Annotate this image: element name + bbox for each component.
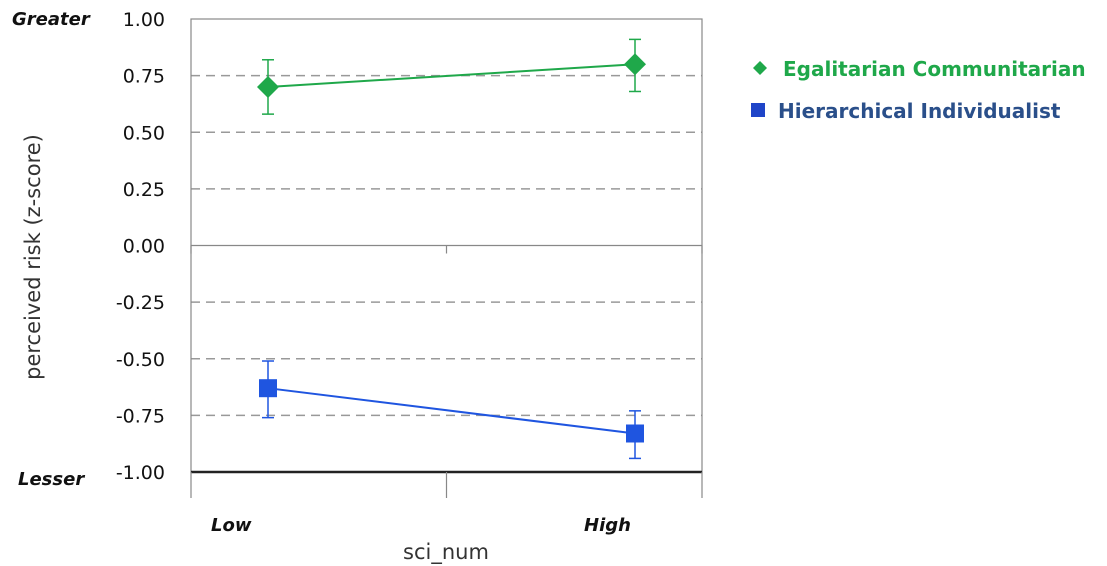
series-layer [257,38,646,460]
y-tick-label: 0.75 [123,66,165,88]
legend-label-egalitarian: Egalitarian Communitarian [783,57,1086,81]
legend-label-hierarchical: Hierarchical Individualist [778,99,1061,123]
x-tick-label-low: Low [211,515,252,536]
y-tick-label: 0.00 [123,236,165,258]
grid-lines [191,74,702,417]
legend-diamond-icon [753,61,767,75]
y-top-label: Greater [12,9,91,30]
data-point [259,379,277,398]
series-line [267,387,636,435]
x-axis-label: sci_num [403,540,489,565]
y-tick-label: -0.25 [116,292,165,314]
y-tick-label: 0.50 [123,122,165,144]
y-tick-label: -1.00 [116,462,165,484]
series-egalitarian-communitarian [257,38,646,115]
series-hierarchical-individualist [259,360,644,460]
y-tick-label: 1.00 [123,9,165,31]
data-point [257,75,279,98]
y-axis-label: perceived risk (z-score) [21,134,45,380]
y-tick-label: -0.50 [116,349,165,371]
data-point [626,424,644,443]
series-line [267,63,636,88]
data-point [624,53,646,76]
legend: Egalitarian Communitarian Hierarchical I… [751,57,1086,123]
x-tick-label-high: High [584,515,631,536]
y-bottom-label: Lesser [18,469,85,490]
legend-square-icon [751,103,765,117]
y-tick-label: 0.25 [123,179,165,201]
y-tick-label: -0.75 [116,405,165,427]
x-axis-ticks [190,245,703,498]
y-axis-tick-labels: 1.00 0.75 0.50 0.25 0.00 -0.25 -0.50 -0.75 -1.00 [116,9,165,484]
